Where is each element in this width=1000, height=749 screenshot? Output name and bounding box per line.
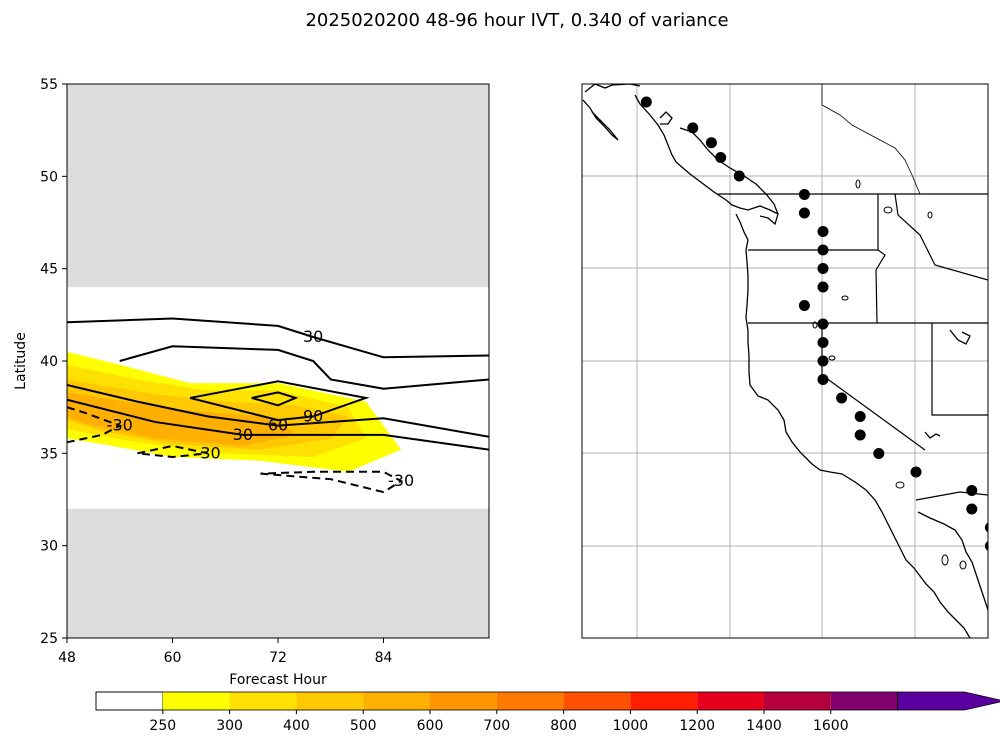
map-marker <box>817 226 829 237</box>
map-marker <box>733 170 745 182</box>
masked-region-0 <box>67 84 489 288</box>
map-gridlines <box>582 84 988 638</box>
y-tick-label: 45 <box>40 262 58 278</box>
y-tick-label: 25 <box>40 631 58 647</box>
contour-line-5 <box>251 391 299 407</box>
colorbar-tick-label: 250 <box>149 718 176 734</box>
figure-title: 2025020200 48-96 hour IVT, 0.340 of vari… <box>305 10 728 31</box>
colorbar-segment <box>496 692 564 710</box>
x-axis-label: Forecast Hour <box>229 672 327 688</box>
contour-line-3 <box>67 398 489 451</box>
contour-label-3: 30 <box>233 425 253 444</box>
y-tick-label: 55 <box>40 77 58 93</box>
colorbar-segment <box>229 692 297 710</box>
colorbar-tick-label: 400 <box>283 718 310 734</box>
x-tick-label: 48 <box>58 650 76 666</box>
map-marker <box>984 522 988 533</box>
contour-line-0 <box>67 317 489 359</box>
colorbar: 250 300 400 500 600 700 800 1000 1200 1400 1600 <box>95 691 1000 734</box>
colorbar-segment <box>430 692 497 710</box>
contour-label-7: -30 <box>195 443 221 462</box>
colorbar-segment <box>764 692 831 710</box>
ivt-fill-500 <box>67 392 296 446</box>
map-marker <box>705 137 717 149</box>
map-marker <box>854 429 866 441</box>
map-marker <box>984 541 988 551</box>
x-tick-label: 72 <box>269 650 287 666</box>
colorbar-tick-label: 700 <box>483 718 510 734</box>
map-marker <box>910 466 922 478</box>
coastline <box>582 84 988 638</box>
contour-label-0: 30 <box>303 327 323 346</box>
province-borders <box>821 84 921 195</box>
x-tick-label: 84 <box>375 650 393 666</box>
colorbar-tick-label: 1000 <box>613 718 649 734</box>
map-marker <box>817 263 829 274</box>
contour-label-8: -30 <box>388 471 414 490</box>
colorbar-segment <box>95 691 164 711</box>
colorbar-tick-label: 1600 <box>813 718 849 734</box>
map-marker <box>798 207 810 219</box>
y-tick-label: 35 <box>40 446 58 462</box>
colorbar-tick-label: 1400 <box>746 718 782 734</box>
y-tick-label: 40 <box>40 354 58 370</box>
colorbar-tick-label: 1200 <box>679 718 715 734</box>
map-marker <box>873 448 885 459</box>
lakes <box>812 179 967 570</box>
map-marker <box>966 485 978 496</box>
map-frame <box>581 83 989 639</box>
map-marker <box>798 300 810 311</box>
map-marker <box>817 374 829 385</box>
contour-label-4: 90 <box>303 406 323 425</box>
x-tick-label: 60 <box>164 650 182 666</box>
colorbar-segment <box>363 692 430 710</box>
colorbar-segment <box>162 692 230 710</box>
contour-label-2: 60 <box>268 416 288 435</box>
colorbar-extend-arrow <box>897 691 1000 711</box>
map-marker <box>817 244 829 256</box>
masked-region-1 <box>67 508 489 638</box>
y-tick-label: 50 <box>40 169 58 185</box>
contour-line-6 <box>67 406 123 444</box>
colorbar-segment <box>630 692 698 710</box>
colorbar-segment <box>296 692 364 710</box>
colorbar-segment <box>830 692 898 710</box>
colorbar-segment <box>697 692 764 710</box>
contour-line-2 <box>67 384 489 438</box>
contour-line-1 <box>119 345 489 390</box>
y-tick-label: 30 <box>40 539 58 555</box>
colorbar-tick-label: 800 <box>550 718 577 734</box>
map-marker <box>817 318 829 330</box>
map-marker <box>836 392 848 404</box>
map-marker <box>966 503 978 515</box>
colorbar-segment <box>563 692 631 710</box>
contour-line-8 <box>260 470 404 494</box>
map-marker <box>715 152 727 163</box>
contour-line-7 <box>137 444 208 459</box>
map-marker <box>687 122 699 134</box>
contour-label-6: -30 <box>107 416 133 435</box>
contour-panel: 30 60 30 90 -30 -30 -30 48 60 72 84 25 30 35 40 45 50 55… <box>13 77 490 688</box>
map-marker <box>817 281 829 293</box>
y-axis-label: Latitude <box>13 332 29 390</box>
map-marker <box>640 96 652 108</box>
map-marker <box>817 337 829 348</box>
colorbar-tick-label: 300 <box>216 718 243 734</box>
map-marker <box>798 189 810 200</box>
colorbar-tick-label: 500 <box>350 718 377 734</box>
colorbar-tick-label: 600 <box>417 718 444 734</box>
map-panel <box>581 83 989 639</box>
contour-line-4 <box>189 380 370 422</box>
map-marker <box>854 411 866 422</box>
map-marker <box>817 355 829 367</box>
